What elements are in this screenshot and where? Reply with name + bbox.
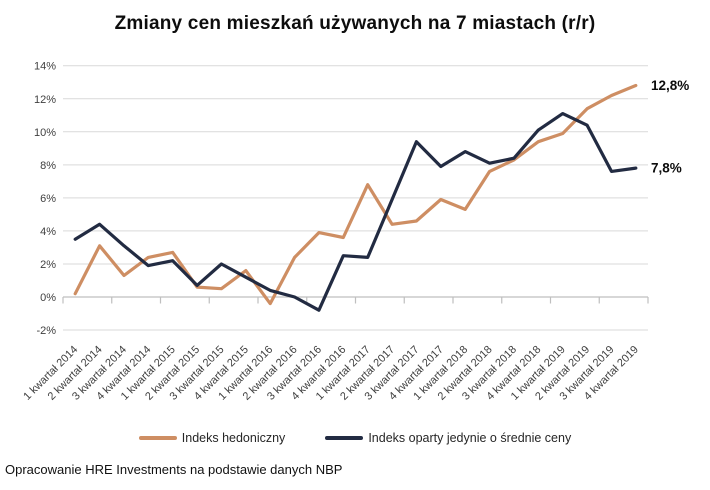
y-axis-tick-label: 12%	[34, 94, 56, 106]
series-line	[73, 83, 638, 306]
chart-legend: Indeks hedoniczny Indeks oparty jedynie …	[0, 431, 710, 445]
series-end-label: 7,8%	[651, 161, 682, 176]
y-axis-tick-label: 2%	[40, 259, 56, 271]
y-axis-tick-label: 14%	[34, 61, 56, 73]
chart-title: Zmiany cen mieszkań używanych na 7 miast…	[114, 13, 596, 34]
y-axis-tick-label: 0%	[40, 292, 56, 304]
y-axis-tick-label: 8%	[40, 160, 56, 172]
source-note: Opracowanie HRE Investments na podstawie…	[5, 462, 343, 477]
y-axis-tick-label: -2%	[36, 325, 56, 337]
legend-swatch	[138, 436, 177, 440]
legend-item-hedonic: Indeks hedoniczny	[138, 431, 286, 445]
series-line	[73, 111, 638, 312]
legend-item-average: Indeks oparty jedynie o średnie ceny	[325, 431, 571, 445]
legend-label: Indeks oparty jedynie o średnie ceny	[368, 431, 572, 445]
y-axis-tick-label: 4%	[40, 226, 56, 238]
legend-swatch	[325, 436, 364, 440]
series-end-label: 12,8%	[651, 78, 689, 93]
y-axis-tick-label: 6%	[40, 193, 56, 205]
y-axis-tick-label: 10%	[34, 127, 56, 139]
legend-label: Indeks hedoniczny	[181, 431, 286, 445]
